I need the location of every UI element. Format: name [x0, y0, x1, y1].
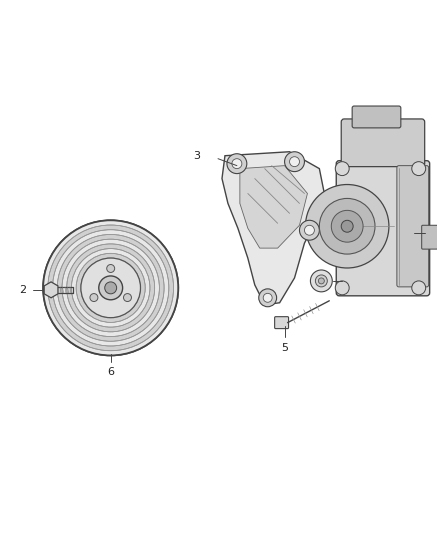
FancyBboxPatch shape — [275, 317, 289, 329]
Circle shape — [290, 157, 300, 167]
Wedge shape — [43, 220, 178, 356]
Text: 3: 3 — [193, 151, 200, 161]
Polygon shape — [240, 166, 307, 248]
Text: 6: 6 — [107, 367, 114, 377]
Circle shape — [412, 281, 426, 295]
FancyBboxPatch shape — [422, 225, 438, 249]
Wedge shape — [71, 248, 150, 327]
Circle shape — [81, 258, 141, 318]
Circle shape — [341, 220, 353, 232]
Circle shape — [304, 225, 314, 235]
Polygon shape — [44, 282, 58, 298]
Circle shape — [43, 220, 178, 356]
Circle shape — [105, 282, 117, 294]
Circle shape — [285, 152, 304, 172]
Text: 1: 1 — [427, 228, 434, 238]
FancyBboxPatch shape — [336, 160, 430, 296]
FancyBboxPatch shape — [352, 106, 401, 128]
Circle shape — [335, 281, 349, 295]
Circle shape — [124, 294, 131, 302]
Wedge shape — [57, 235, 164, 341]
Circle shape — [315, 275, 327, 287]
Text: 4: 4 — [344, 276, 351, 286]
Wedge shape — [48, 225, 173, 351]
Circle shape — [259, 289, 277, 307]
Circle shape — [300, 220, 319, 240]
FancyBboxPatch shape — [397, 166, 429, 287]
Circle shape — [412, 161, 426, 175]
Wedge shape — [62, 239, 159, 336]
Circle shape — [232, 159, 242, 168]
Circle shape — [331, 211, 363, 242]
Circle shape — [107, 264, 115, 272]
Circle shape — [305, 184, 389, 268]
Circle shape — [335, 161, 349, 175]
Wedge shape — [53, 230, 169, 346]
Circle shape — [318, 278, 324, 284]
Polygon shape — [222, 152, 324, 305]
FancyBboxPatch shape — [341, 119, 425, 167]
Circle shape — [90, 294, 98, 302]
Wedge shape — [76, 253, 145, 322]
Circle shape — [99, 276, 123, 300]
Circle shape — [311, 270, 332, 292]
Circle shape — [227, 154, 247, 174]
Wedge shape — [67, 244, 155, 332]
Text: 2: 2 — [19, 285, 26, 295]
Text: 5: 5 — [281, 343, 288, 352]
Circle shape — [263, 293, 272, 302]
Circle shape — [319, 198, 375, 254]
